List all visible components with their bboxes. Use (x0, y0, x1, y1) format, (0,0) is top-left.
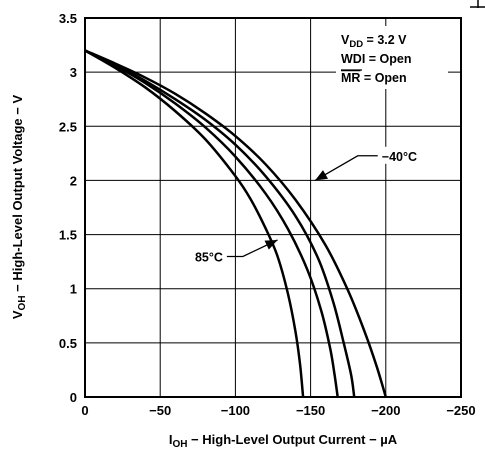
y-tick-label: 2 (70, 173, 77, 188)
x-tick-label: −150 (296, 403, 325, 418)
x-axis-label-sub: OH (172, 439, 187, 450)
y-tick-label: 3.5 (59, 11, 77, 26)
y-axis-label-prefix: V (10, 310, 25, 319)
condition-vdd-sub: DD (349, 39, 363, 50)
curves (84, 49, 387, 398)
condition-wdi: WDI = Open (341, 52, 412, 66)
y-axis-label: VOH − High-Level Output Voltage − V (10, 95, 28, 320)
x-tick-label: 0 (81, 403, 88, 418)
condition-mr-overline: MR (341, 71, 360, 85)
series-line (84, 49, 356, 398)
annotation: −40°C (314, 146, 426, 181)
x-tick-label: −100 (221, 403, 250, 418)
y-axis-label-sub: OH (17, 295, 28, 310)
y-tick-label: 3 (70, 65, 77, 80)
grid (84, 17, 462, 398)
x-tick-labels: 0 −50 −100 −150 −200 −250 (81, 403, 475, 418)
y-axis-label-rest: − High-Level Output Voltage − V (10, 95, 25, 296)
x-tick-label: −200 (371, 403, 400, 418)
x-axis-label-prefix: I (169, 432, 173, 447)
annotation-arrowhead (264, 239, 278, 250)
series-line (84, 49, 305, 398)
annotation-bg (186, 247, 225, 265)
condition-mr: MR = Open (341, 71, 407, 85)
y-tick-label: 1.5 (59, 228, 77, 243)
plot-frame (84, 17, 462, 398)
annotation-arrowhead (315, 170, 329, 181)
annotation-leader (314, 155, 378, 181)
annotation-leader (226, 239, 278, 258)
y-tick-label: 1 (70, 282, 77, 297)
condition-vdd-rest: = 3.2 V (363, 33, 407, 47)
y-tick-label: 0 (70, 390, 77, 405)
y-tick-label: 2.5 (59, 119, 77, 134)
y-tick-label: 0.5 (59, 336, 77, 351)
x-tick-label: −50 (149, 403, 171, 418)
conditions-box: VDD = 3.2 V WDI = Open MR = Open (336, 26, 448, 89)
annotation-label: 85°C (195, 250, 223, 264)
conditions-bg (336, 26, 448, 89)
condition-vdd-prefix: V (341, 33, 350, 47)
annotation: 85°C (186, 239, 278, 265)
annotation-label: −40°C (382, 150, 417, 164)
x-axis-label-rest: − High-Level Output Current − µA (187, 432, 397, 447)
annotation-bg (379, 146, 426, 164)
x-tick-label: −250 (446, 403, 475, 418)
series-line (84, 49, 339, 398)
x-axis-label: IOH − High-Level Output Current − µA (169, 432, 398, 450)
annotations: −40°C 85°C (186, 146, 426, 265)
y-tick-labels: 0 0.5 1 1.5 2 2.5 3 3.5 (59, 11, 77, 405)
condition-mr-rest: = Open (360, 71, 406, 85)
series-line (84, 49, 387, 398)
condition-vdd: VDD = 3.2 V (341, 33, 407, 50)
